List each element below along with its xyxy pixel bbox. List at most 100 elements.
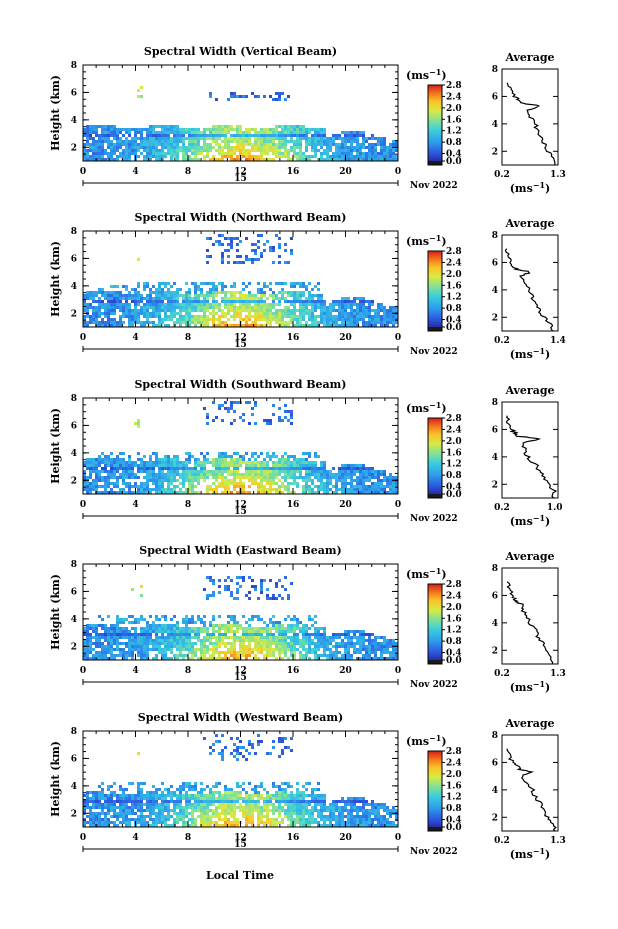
heatmap-cell [287,473,290,476]
heatmap-cell [296,143,299,146]
heatmap-cell [329,143,332,146]
heatmap-cell [92,624,95,627]
heatmap-cell [182,152,185,155]
heatmap-cell [275,461,278,464]
heatmap-cell [146,482,149,485]
heatmap-cell [272,648,275,651]
heatmap-cell [380,651,383,654]
heatmap-cell [230,491,233,494]
heatmap-cell [248,491,251,494]
heatmap-cell [263,645,266,648]
heatmap-cell [284,297,287,300]
heatmap-cell [167,143,170,146]
heatmap-cell [128,149,131,152]
heatmap-cell [89,306,92,309]
heatmap-cell [230,458,233,461]
heatmap-cell [185,128,188,131]
heatmap-cell [239,137,242,140]
heatmap-cell [116,476,119,479]
colorbar-segment [428,492,442,495]
heatmap-cell [326,321,329,324]
heatmap-cell [377,158,380,161]
heatmap-cell [233,152,236,155]
heatmap-cell [182,134,185,137]
heatmap-cell [311,479,314,482]
heatmap-cell [380,318,383,321]
heatmap-cell [308,476,311,479]
heatmap-cell [218,464,221,467]
heatmap-cell [92,125,95,128]
heatmap-cell [170,158,173,161]
heatmap-cell [272,594,275,597]
x-tick-label: 12 [234,500,247,510]
heatmap-cell [209,303,212,306]
heatmap-cell [335,143,338,146]
heatmap-cell [92,485,95,488]
heatmap-cell [227,155,230,158]
heatmap-cell [284,651,287,654]
heatmap-cell [173,291,176,294]
x-tick-label: 0 [80,666,86,676]
heatmap-cell [113,309,116,312]
heatmap-cell [320,152,323,155]
heatmap-cell [290,467,293,470]
heatmap-cell [290,470,293,473]
heatmap-cell [146,654,149,657]
heatmap-cell [161,137,164,140]
heatmap-cell [179,146,182,149]
heatmap-cell [176,297,179,300]
heatmap-cell [383,152,386,155]
heatmap-cell [230,455,233,458]
heatmap-cell [392,321,395,324]
heatmap-cell [350,321,353,324]
heatmap-cell [134,648,137,651]
heatmap-cell [215,651,218,654]
heatmap-cell [83,488,86,491]
heatmap-cell [374,158,377,161]
heatmap-cell [248,645,251,648]
heatmap-cell [386,642,389,645]
heatmap-cell [341,485,344,488]
heatmap-cell [293,630,296,633]
heatmap-cell [200,654,203,657]
heatmap-cell [329,318,332,321]
heatmap-cell [116,621,119,624]
heatmap-cell [293,464,296,467]
heatmap-cell [218,407,221,410]
heatmap-cell [152,297,155,300]
heatmap-cell [284,128,287,131]
heatmap-cell [257,488,260,491]
heatmap-cell [230,618,233,621]
heatmap-cell [344,152,347,155]
heatmap-cell [128,146,131,149]
heatmap-cell [257,300,260,303]
heatmap-cell [221,282,224,285]
heatmap-cell [320,303,323,306]
heatmap-cell [338,633,341,636]
heatmap-cell [152,131,155,134]
heatmap-cell [380,152,383,155]
heatmap-cell [323,140,326,143]
heatmap-cell [164,642,167,645]
heatmap-cell [173,143,176,146]
colorbar-unit: (ms−1) [406,233,447,248]
heatmap-cell [260,482,263,485]
heatmap-cell [374,155,377,158]
heatmap-cell [263,476,266,479]
heatmap-cell [293,300,296,303]
heatmap-cell [95,306,98,309]
heatmap-cell [140,297,143,300]
heatmap-cell [260,134,263,137]
heatmap-cell [257,158,260,161]
heatmap-cell [101,633,104,636]
average-frame [501,68,559,166]
heatmap-cell [377,137,380,140]
heatmap-cell [140,585,143,588]
heatmap-cell [176,131,179,134]
heatmap-cell [275,125,278,128]
heatmap-cell [167,318,170,321]
heatmap-cell [335,648,338,651]
heatmap-cell [158,473,161,476]
heatmap-cell [185,297,188,300]
heatmap-cell [266,321,269,324]
